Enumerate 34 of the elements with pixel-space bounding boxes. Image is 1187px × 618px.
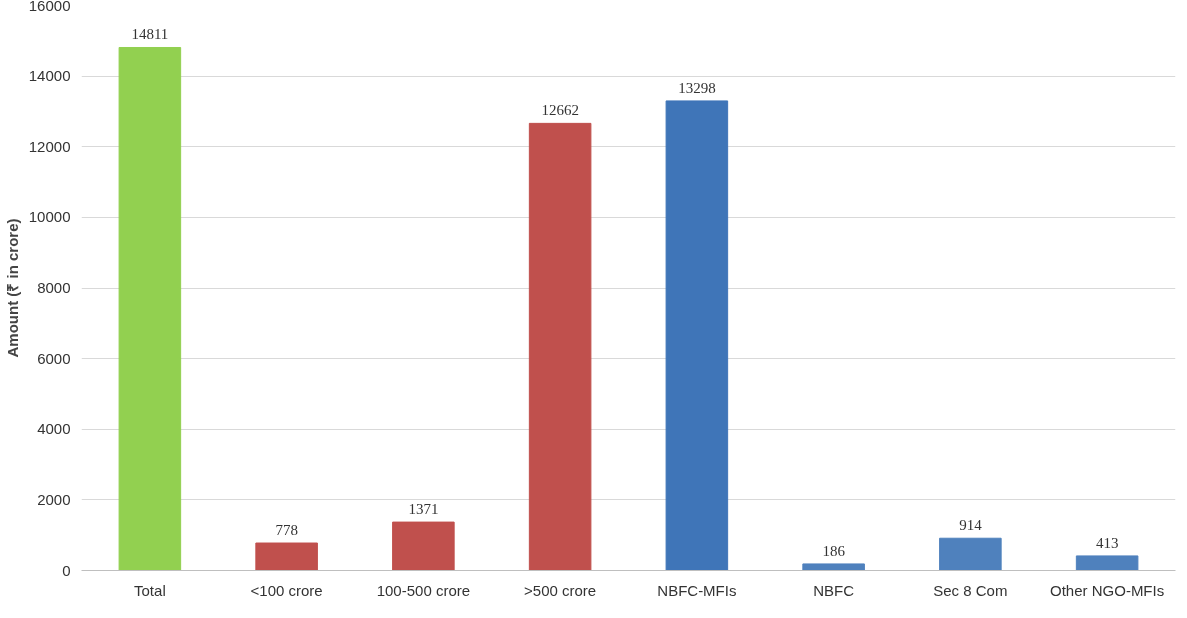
y-tick-label: 16000 bbox=[28, 0, 71, 14]
bar bbox=[118, 46, 182, 571]
x-tick-label: NBFC-MFIs bbox=[657, 581, 737, 599]
y-tick-label: 0 bbox=[62, 561, 71, 579]
y-tick-label: 6000 bbox=[37, 349, 71, 367]
bar bbox=[528, 122, 592, 571]
data-label: 413 bbox=[1095, 534, 1119, 551]
y-tick-label: 12000 bbox=[28, 137, 71, 155]
bar bbox=[939, 537, 1002, 571]
data-label: 914 bbox=[959, 517, 983, 534]
y-tick-label: 2000 bbox=[37, 490, 71, 508]
y-tick-label: 8000 bbox=[37, 279, 71, 296]
data-label: 1371 bbox=[408, 501, 439, 518]
bar bbox=[255, 542, 318, 571]
x-tick-label: Other NGO-MFIs bbox=[1050, 581, 1165, 599]
data-label: 13298 bbox=[678, 79, 716, 96]
x-tick-label: 100-500 crore bbox=[376, 581, 471, 599]
bar bbox=[392, 521, 455, 571]
y-axis-title: Amount (₹ in crore) bbox=[3, 218, 21, 358]
x-tick-label: >500 crore bbox=[524, 581, 597, 599]
data-label: 778 bbox=[275, 522, 298, 539]
y-tick-label: 10000 bbox=[28, 208, 71, 226]
y-tick-label: 14000 bbox=[28, 67, 71, 85]
bar bbox=[665, 100, 729, 571]
data-label: 12662 bbox=[541, 102, 579, 119]
x-tick-label: Total bbox=[134, 581, 166, 599]
bar bbox=[802, 563, 865, 571]
bar bbox=[1075, 555, 1139, 571]
data-label: 14811 bbox=[131, 26, 169, 43]
x-tick-label: Sec 8 Com bbox=[933, 581, 1008, 599]
data-label: 186 bbox=[822, 542, 846, 559]
x-tick-label: <100 crore bbox=[250, 581, 323, 599]
x-tick-label: NBFC bbox=[813, 581, 855, 599]
y-tick-label: 4000 bbox=[37, 420, 71, 438]
